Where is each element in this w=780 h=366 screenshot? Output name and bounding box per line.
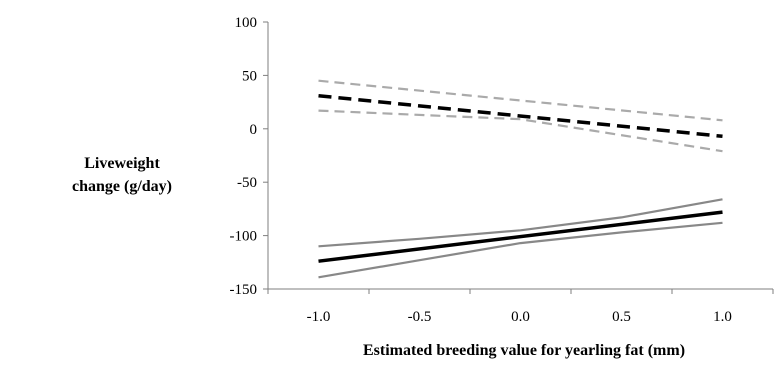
y-axis-title: Liveweight change (g/day) (72, 155, 172, 195)
series-line-3 (318, 109, 723, 153)
x-tick-label: 1.0 (713, 309, 732, 325)
y-tick-label: -150 (230, 282, 258, 298)
x-tick-label: -1.0 (307, 309, 331, 325)
y-axis: 100 50 0 -50 -100 -150 (230, 15, 269, 298)
x-tick-label: -0.5 (408, 309, 432, 325)
y-tick-label: -50 (237, 175, 257, 191)
y-axis-title-line: change (g/day) (72, 178, 172, 195)
y-tick-label: -100 (230, 229, 258, 245)
series-line-4 (318, 198, 723, 248)
y-tick-label: 100 (235, 15, 258, 31)
series-line-1 (318, 79, 723, 122)
x-axis: -1.0 -0.5 0.0 0.5 1.0 (267, 288, 774, 325)
y-tick-label: 0 (250, 122, 258, 138)
x-tick-label: 0.5 (612, 309, 631, 325)
series-line-2 (318, 93, 723, 139)
y-axis-title-line: Liveweight (84, 155, 160, 172)
x-axis-title: Estimated breeding value for yearling fa… (363, 342, 685, 359)
plot-area (318, 79, 723, 279)
x-tick-label: 0.0 (511, 309, 530, 325)
series-line-5 (318, 210, 723, 263)
series-line-6 (318, 221, 723, 279)
y-tick-label: 50 (242, 68, 257, 84)
